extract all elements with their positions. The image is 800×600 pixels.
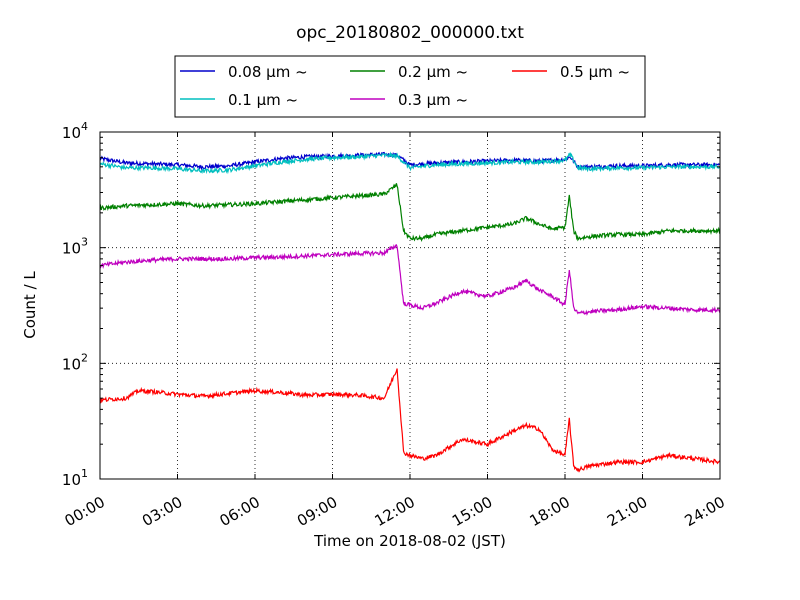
legend-label-2: 0.2 μm ~ — [398, 63, 468, 81]
chart-title: opc_20180802_000000.txt — [296, 23, 524, 43]
legend: 0.08 μm ~ 0.1 μm ~ 0.2 μm ~ 0.3 μm ~ 0.5 μm … — [174, 55, 646, 118]
grid-lines — [100, 132, 720, 479]
legend-label-0: 0.08 μm ~ — [228, 63, 308, 81]
series-layer — [99, 151, 721, 473]
legend-box — [174, 55, 646, 118]
series-line-1 — [99, 151, 721, 175]
series-line-2 — [99, 183, 721, 242]
y-tick-label: 104 — [62, 120, 88, 142]
plot-frame — [99, 131, 721, 480]
y-tick-label: 103 — [62, 236, 88, 258]
series-line-3 — [99, 243, 721, 316]
x-axis-label: Time on 2018-08-02 (JST) — [313, 532, 506, 550]
legend-label-4: 0.5 μm ~ — [560, 63, 630, 81]
series-line-4 — [99, 368, 721, 473]
y-axis-label: Count / L — [21, 271, 39, 339]
series-line-0 — [99, 151, 721, 171]
legend-label-1: 0.1 μm ~ — [228, 91, 298, 109]
y-tick-label: 101 — [62, 467, 88, 489]
legend-label-3: 0.3 μm ~ — [398, 91, 468, 109]
y-tick-label: 102 — [62, 351, 88, 373]
